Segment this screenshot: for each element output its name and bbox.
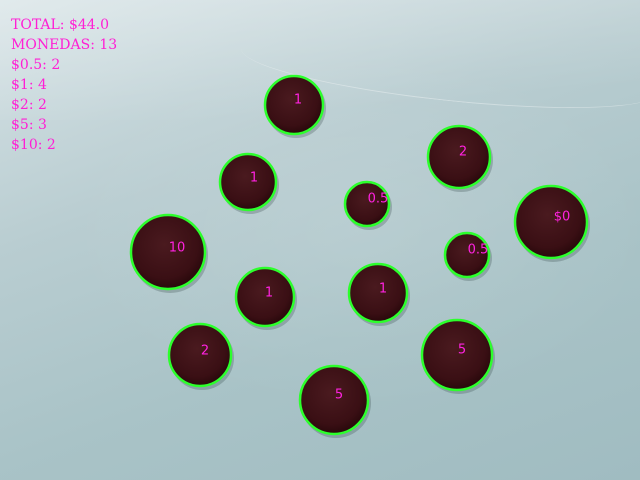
coin-outline: [443, 231, 491, 279]
detected-coin: 2: [167, 322, 234, 390]
coin-value-label: 2: [459, 145, 467, 160]
detected-coin: 1: [234, 266, 297, 330]
coin-body: [220, 154, 276, 210]
breakdown-0-5: $0.5: 2: [11, 57, 61, 73]
detected-coin: 0.5: [343, 180, 392, 230]
coin-summary: TOTAL: $44.0 MONEDAS: 13 $0.5: 2 $1: 4 $…: [11, 15, 117, 155]
coin-body: [445, 233, 489, 277]
coin-body: [349, 264, 407, 322]
coin-value-label: 1: [294, 93, 302, 108]
breakdown-1: $1: 4: [11, 77, 47, 93]
detected-coin: 2: [426, 124, 493, 192]
coin-count: MONEDAS: 13: [11, 37, 118, 53]
coin-outline: [218, 152, 278, 212]
coin-body: [428, 126, 490, 188]
coin-body: [515, 186, 587, 258]
coin-value-label: 2: [201, 344, 209, 359]
coin-body: [345, 182, 389, 226]
breakdown-2: $2: 2: [11, 97, 47, 113]
coin-outline: [167, 322, 233, 388]
coin-value-label: 5: [335, 388, 343, 403]
coin-value-label: 0.5: [368, 192, 389, 207]
coin-outline: [426, 124, 492, 190]
coin-outline: [234, 266, 296, 328]
coin-outline: [420, 318, 494, 392]
coin-outline: [298, 364, 370, 436]
coin-outline: [263, 74, 325, 136]
coin-body: [422, 320, 492, 390]
coin-outline: [129, 213, 207, 291]
coin-body: [131, 215, 205, 289]
detected-coin: 1: [347, 262, 410, 326]
coin-outline: [347, 262, 409, 324]
coin-outline: [343, 180, 391, 228]
coin-body: [236, 268, 294, 326]
coin-value-label: 1: [250, 171, 258, 186]
coin-body: [169, 324, 231, 386]
coin-value-label: 1: [379, 282, 387, 297]
coin-value-label: 10: [169, 241, 186, 256]
coin-value-label: 0.5: [468, 243, 489, 258]
coin-value-label: $0: [554, 210, 571, 225]
coin-value-label: 1: [265, 286, 273, 301]
breakdown-10: $10: 2: [11, 137, 56, 153]
total-value: TOTAL: $44.0: [11, 17, 110, 33]
detected-coin: 10: [129, 213, 208, 293]
detected-coin: 1: [263, 74, 326, 138]
detected-coin: 5: [298, 364, 371, 438]
detected-coin: 5: [420, 318, 495, 394]
detected-coin: 0.5: [443, 231, 492, 281]
detected-coin: 1: [218, 152, 279, 214]
breakdown-5: $5: 3: [11, 117, 47, 133]
detected-coin: $0: [513, 184, 590, 262]
coin-value-label: 5: [458, 343, 466, 358]
coin-body: [265, 76, 323, 134]
coin-body: [300, 366, 368, 434]
coin-outline: [513, 184, 589, 260]
